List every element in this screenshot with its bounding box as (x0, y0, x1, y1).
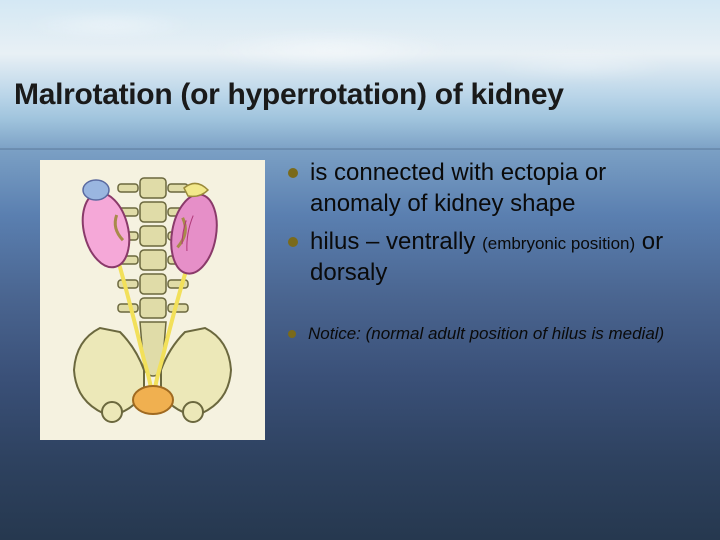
bullet-1: is connected with ectopia or anomaly of … (288, 158, 700, 219)
bullet-1-text: is connected with ectopia or anomaly of … (310, 158, 700, 219)
slide: Malrotation (or hyperrotation) of kidney (0, 0, 720, 540)
bullet-notice: Notice: (normal adult position of hilus … (288, 323, 700, 345)
bg-cloud (480, 50, 680, 80)
kidney-diagram-svg (40, 160, 265, 440)
bullet-2-part-b: (embryonic position) (482, 234, 635, 253)
bullet-dot-icon (288, 330, 296, 338)
bullet-2-text: hilus – ventrally (embryonic position) o… (310, 227, 700, 288)
bullet-2-part-a: hilus – ventrally (310, 228, 482, 255)
notice-block: Notice: (normal adult position of hilus … (288, 323, 700, 345)
bullet-dot-icon (288, 237, 298, 247)
bullet-notice-text: Notice: (normal adult position of hilus … (308, 323, 664, 345)
bullet-2: hilus – ventrally (embryonic position) o… (288, 227, 700, 288)
bg-horizon (0, 148, 720, 150)
kidney-diagram (40, 160, 265, 440)
bg-cloud (200, 30, 460, 70)
slide-title: Malrotation (or hyperrotation) of kidney (14, 78, 706, 112)
content-area: is connected with ectopia or anomaly of … (288, 158, 700, 353)
bullet-dot-icon (288, 168, 298, 178)
bg-cloud (20, 10, 200, 40)
